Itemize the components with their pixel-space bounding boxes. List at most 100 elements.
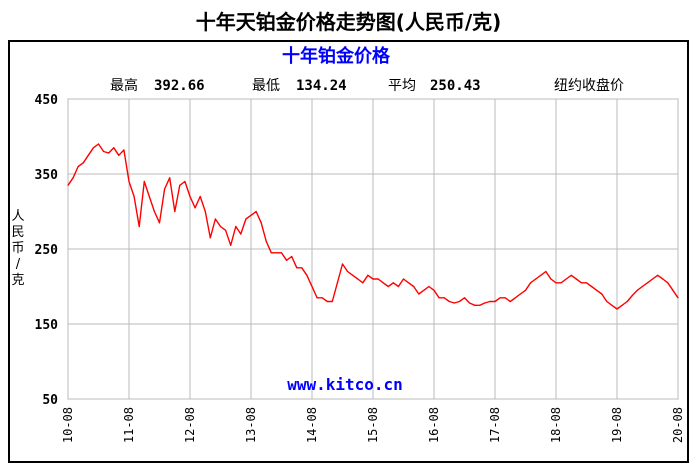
price-point [535, 278, 537, 280]
price-point [596, 289, 598, 291]
price-point [545, 270, 547, 273]
price-point [87, 154, 89, 156]
price-point [494, 300, 496, 303]
price-point [575, 278, 577, 280]
price-point [296, 267, 298, 269]
price-point [611, 304, 613, 306]
x-tick-label: 18-08 [549, 407, 563, 443]
price-point [179, 184, 181, 186]
price-point [352, 274, 354, 276]
price-point [377, 278, 379, 280]
price-point [169, 177, 171, 179]
price-point [331, 300, 333, 303]
price-point [453, 302, 455, 304]
stat-low-value: 134.24 [296, 78, 347, 94]
price-point [504, 297, 506, 299]
price-point [392, 282, 394, 284]
price-point [321, 297, 323, 299]
y-axis-label-char: 币 [11, 241, 24, 256]
price-point [270, 252, 272, 254]
x-tick-label: 14-08 [305, 407, 319, 443]
price-point [479, 304, 481, 306]
price-point [540, 274, 542, 276]
price-point [428, 285, 430, 288]
price-point [621, 304, 623, 306]
price-point [67, 184, 69, 186]
price-point [108, 152, 110, 154]
price-point [555, 282, 557, 284]
price-point [357, 278, 359, 280]
price-point [255, 210, 257, 213]
price-type-label: 纽约收盘价 [554, 77, 624, 94]
price-point [301, 267, 303, 269]
price-point [72, 177, 74, 179]
price-point [164, 188, 166, 190]
x-tick-label: 11-08 [122, 407, 136, 443]
price-point [646, 282, 649, 284]
price-point [509, 300, 511, 303]
price-point [408, 282, 410, 284]
x-tick-label: 15-08 [366, 407, 380, 443]
y-axis-label-char: 民 [11, 225, 24, 240]
stat-high-label: 最高 [110, 77, 138, 94]
price-point [616, 308, 618, 310]
price-point [677, 297, 679, 299]
price-point [372, 278, 374, 280]
x-tick-label: 17-08 [488, 407, 502, 443]
price-point [458, 300, 460, 303]
price-point [367, 274, 369, 276]
price-point [158, 222, 161, 224]
page-title: 十年天铂金价格走势图(人民币/克) [195, 10, 502, 34]
y-tick-label: 150 [35, 318, 59, 333]
price-point [519, 293, 521, 295]
y-tick-label: 250 [35, 243, 59, 258]
chart-frame: 十年铂金价格 最高 392.66 最低 134.24 平均 250.43 纽约收… [8, 40, 689, 463]
y-tick-label: 350 [35, 168, 59, 183]
price-point [418, 293, 420, 295]
price-point [280, 252, 283, 254]
price-point [489, 300, 491, 303]
x-tick-label: 16-08 [427, 407, 441, 443]
price-point [240, 233, 242, 235]
price-point [362, 282, 364, 284]
grid-layer [67, 98, 679, 400]
price-point [225, 229, 227, 231]
price-point [148, 195, 150, 198]
y-tick-label: 50 [42, 393, 58, 408]
x-tick-label: 19-08 [610, 407, 624, 443]
price-point [667, 282, 669, 284]
chart-title: 十年铂金价格 [282, 45, 391, 67]
price-point [250, 214, 252, 216]
price-point [387, 285, 389, 288]
price-point [570, 274, 572, 276]
price-point [123, 149, 125, 151]
price-point [153, 210, 155, 213]
price-point [423, 289, 425, 291]
price-point [530, 282, 532, 284]
price-point [133, 195, 135, 198]
price-point [382, 282, 384, 284]
price-point [626, 300, 628, 303]
price-point [514, 297, 516, 299]
x-tick-label: 20-08 [671, 407, 685, 443]
price-point [82, 162, 84, 164]
price-point [189, 195, 191, 198]
price-point [235, 225, 237, 228]
price-point [92, 147, 94, 149]
price-point [560, 282, 562, 284]
y-axis-label-char: 人 [11, 209, 24, 224]
price-point [433, 289, 435, 291]
x-tick-label: 13-08 [244, 407, 258, 443]
price-point [631, 294, 633, 297]
price-point [641, 285, 644, 288]
price-point [636, 289, 638, 291]
price-point [499, 297, 501, 299]
price-point [143, 180, 145, 183]
price-point [219, 225, 222, 228]
price-point [291, 255, 293, 258]
price-point [194, 207, 196, 209]
price-point [103, 150, 105, 153]
price-point [77, 165, 79, 168]
price-point [652, 278, 654, 280]
price-point [336, 282, 338, 284]
